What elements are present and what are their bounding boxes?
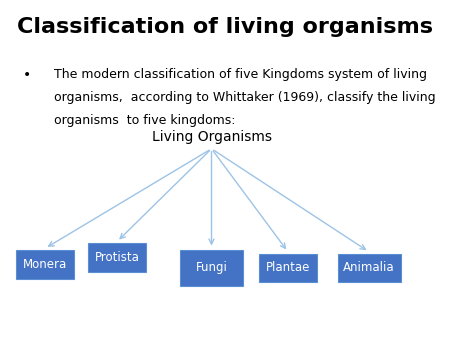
FancyBboxPatch shape: [338, 254, 400, 282]
Text: •: •: [22, 68, 31, 81]
Text: Monera: Monera: [23, 258, 67, 271]
Text: organisms  to five kingdoms:: organisms to five kingdoms:: [54, 114, 235, 126]
Text: Animalia: Animalia: [343, 261, 395, 274]
Text: Plantae: Plantae: [266, 261, 310, 274]
FancyBboxPatch shape: [180, 250, 243, 286]
FancyBboxPatch shape: [16, 250, 74, 279]
FancyBboxPatch shape: [88, 243, 146, 272]
Text: organisms,  according to Whittaker (1969), classify the living: organisms, according to Whittaker (1969)…: [54, 91, 436, 103]
Text: The modern classification of five Kingdoms system of living: The modern classification of five Kingdo…: [54, 68, 427, 80]
Text: Classification of living organisms: Classification of living organisms: [17, 17, 433, 37]
Text: Fungi: Fungi: [196, 261, 227, 274]
FancyBboxPatch shape: [259, 254, 317, 282]
Text: Living Organisms: Living Organisms: [152, 130, 271, 144]
Text: Protista: Protista: [94, 251, 140, 264]
